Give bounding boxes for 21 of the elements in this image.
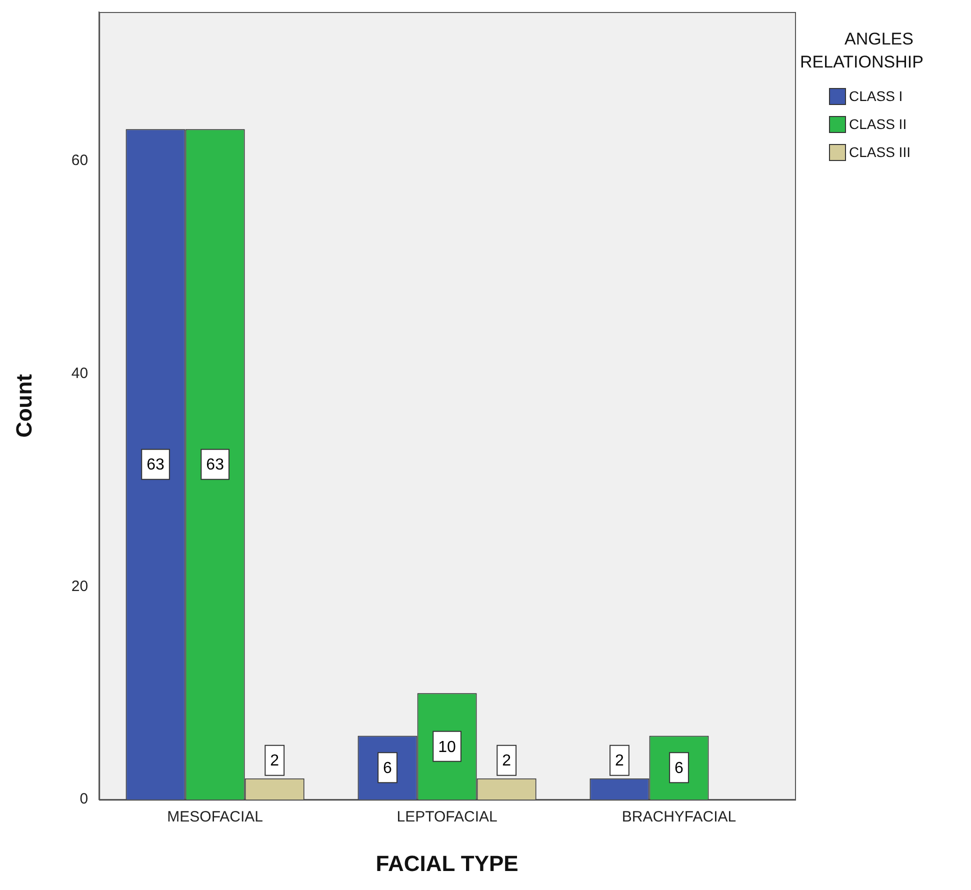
legend-label: CLASS II [849,116,907,132]
legend-label: CLASS I [849,88,903,104]
y-tick-label: 60 [71,152,88,170]
y-axis-title: Count [11,373,36,438]
data-label: 10 [438,738,456,756]
legend-title: ANGLES RELATIONSHIP [800,30,924,72]
x-tick-label: BRACHYFACIAL [622,808,736,826]
legend-label: CLASS III [849,144,910,160]
x-axis-title: FACIAL TYPE [376,850,518,876]
x-tick-label: LEPTOFACIAL [396,808,498,826]
data-label: 2 [270,752,280,770]
y-tick-label: 20 [71,578,88,595]
data-label: 6 [383,760,392,778]
data-label: 2 [615,752,624,770]
data-label: 6 [674,760,684,778]
data-label: 2 [502,752,512,770]
y-tick-label: 0 [80,790,88,808]
y-tick-label: 40 [71,365,88,382]
data-label: 63 [146,456,165,474]
data-label: 63 [206,456,224,474]
x-tick-label: MESOFACIAL [167,808,263,826]
